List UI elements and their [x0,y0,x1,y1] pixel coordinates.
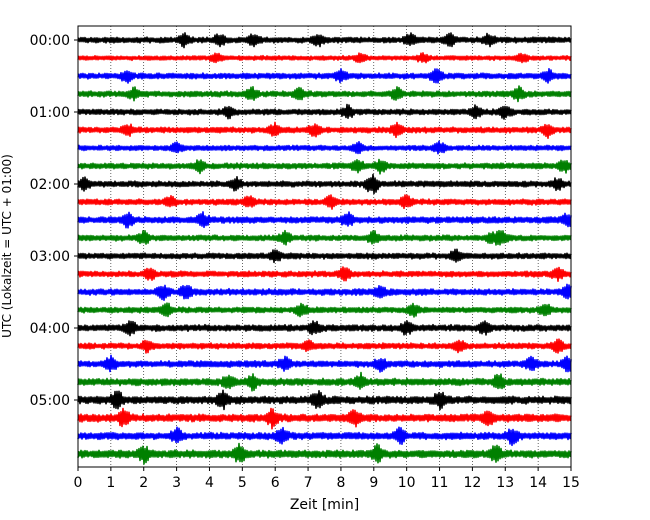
x-tick-label-1: 1 [106,475,115,491]
y-tick-label-05:00: 05:00 [30,393,70,409]
x-tick-label-11: 11 [431,475,449,491]
x-tick-label-7: 7 [304,475,313,491]
trace-0515 [77,407,572,430]
trace-0100 [77,103,572,120]
trace-0215 [77,194,572,210]
x-tick-label-10: 10 [398,475,416,491]
seismic-traces [77,32,572,465]
y-tick-label-04:00: 04:00 [30,321,70,337]
trace-0345 [77,302,572,318]
x-tick-label-3: 3 [172,475,181,491]
x-tick-label-9: 9 [369,475,378,491]
x-tick-label-5: 5 [238,475,247,491]
y-tick-label-00:00: 00:00 [30,33,70,49]
trace-0545 [77,442,572,465]
trace-0530 [77,426,572,447]
x-tick-label-12: 12 [463,475,481,491]
x-tick-label-2: 2 [139,475,148,491]
trace-0015 [77,52,572,64]
x-tick-label-6: 6 [271,475,280,491]
x-tick-label-15: 15 [562,475,580,491]
trace-0400 [77,320,572,337]
trace-0500 [77,389,572,411]
x-tick-label-13: 13 [496,475,514,491]
y-tick-label-02:00: 02:00 [30,177,70,193]
trace-0445 [77,371,572,392]
y-tick-label-01:00: 01:00 [30,105,70,121]
trace-0115 [77,121,572,139]
trace-0415 [77,338,572,354]
trace-0045 [77,85,572,103]
plot-frame [77,25,572,468]
x-axis-label: Zeit [min] [290,497,359,513]
trace-0000 [77,32,572,49]
trace-0245 [77,229,572,246]
trace-0230 [77,211,572,229]
x-tick-label-0: 0 [74,475,83,491]
trace-0145 [77,158,572,175]
x-tick-label-4: 4 [205,475,214,491]
trace-0030 [77,68,572,84]
x-axis-ticks: 0 1 2 3 4 5 6 7 8 9 10 11 12 13 14 15 [74,467,580,491]
y-axis-label: UTC (Lokalzeit = UTC + 01:00) [0,154,14,338]
trace-0430 [77,354,572,373]
trace-0315 [77,266,572,282]
x-tick-label-8: 8 [336,475,345,491]
y-tick-label-03:00: 03:00 [30,249,70,265]
x-tick-label-14: 14 [529,475,547,491]
trace-0330 [77,283,572,301]
y-axis-ticks: 00:00 01:00 02:00 03:00 04:00 05:00 [30,33,78,409]
trace-0200 [77,173,572,195]
trace-0300 [77,248,572,264]
trace-0130 [77,140,572,155]
plot-background [78,26,571,467]
